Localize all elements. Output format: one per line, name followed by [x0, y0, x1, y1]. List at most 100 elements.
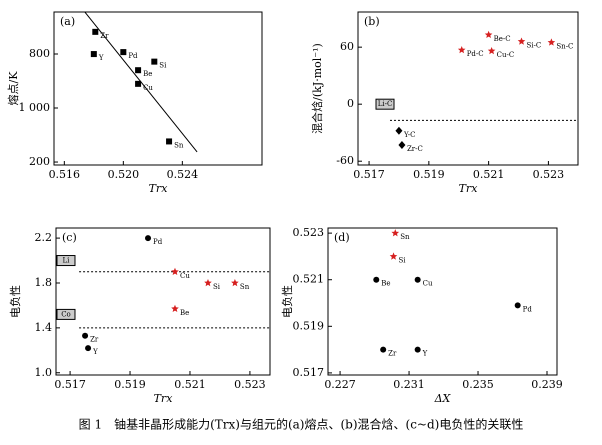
point-label: Zr-C — [407, 145, 423, 153]
panel-label: (b) — [364, 15, 380, 28]
y-tick-label: 0.521 — [293, 273, 325, 286]
point-label: Zr — [388, 350, 397, 358]
box-label: Li — [63, 257, 71, 265]
point-label: Y — [422, 350, 428, 358]
x-axis-label: Trx — [154, 392, 174, 405]
x-tick-label: 0.517 — [353, 168, 385, 181]
y-tick-label: 0.519 — [293, 319, 325, 332]
label-box — [375, 98, 395, 110]
point — [85, 345, 92, 352]
x-tick-label: 0.519 — [413, 168, 445, 181]
x-tick-label: 0.521 — [174, 378, 206, 391]
point-label: Sn-C — [556, 42, 573, 50]
y-tick-label: 1.4 — [35, 321, 53, 334]
point — [391, 229, 400, 237]
y-tick-label: 0 — [347, 97, 354, 110]
point-label: Sn — [400, 233, 410, 241]
plot-frame — [55, 227, 271, 376]
point-label: Pd — [153, 238, 163, 246]
point-label: Cu — [423, 280, 433, 288]
point — [204, 279, 212, 287]
point-label: Zr — [90, 336, 99, 344]
point — [151, 58, 158, 65]
panel-label: (a) — [60, 15, 75, 28]
box-label: Li-C — [378, 100, 393, 108]
point — [373, 276, 380, 283]
plot-frame — [357, 11, 579, 166]
x-tick-label: 0.517 — [54, 378, 86, 391]
point — [484, 30, 493, 38]
point — [92, 28, 99, 35]
point-label: Cu — [143, 84, 153, 92]
point-label: Be-C — [494, 35, 511, 43]
y-tick-label: 1.0 — [35, 366, 53, 379]
x-axis-label: ΔX — [434, 392, 452, 405]
point-label: Pd — [523, 305, 533, 313]
point — [171, 304, 179, 312]
point-label: Be — [381, 280, 390, 288]
point — [82, 332, 89, 339]
point — [457, 46, 466, 54]
point-label: Sn — [240, 283, 250, 291]
panel-label: (c) — [62, 231, 77, 244]
x-axis-label: Trx — [149, 182, 169, 195]
point — [395, 126, 403, 135]
y-axis-label: 电负性 — [280, 285, 294, 318]
point-label: Sn — [174, 141, 184, 149]
y-axis-label: 混合焓/(kJ·mol⁻¹) — [310, 43, 324, 134]
plot-frame — [327, 227, 558, 376]
point-label: Zr — [100, 32, 109, 40]
x-tick-label: 0.516 — [49, 168, 81, 181]
point-label: Cu-C — [497, 51, 515, 59]
x-tick-label: 0.235 — [462, 378, 494, 391]
point — [398, 141, 406, 150]
y-tick-label: 1.8 — [35, 276, 53, 289]
point — [414, 346, 421, 353]
point — [389, 252, 398, 260]
point-label: Y — [92, 348, 98, 356]
y-tick-label: 0.523 — [293, 226, 325, 239]
x-tick-label: 0.523 — [234, 378, 266, 391]
point — [517, 37, 526, 45]
x-tick-label: 0.521 — [473, 168, 505, 181]
plot-frame — [53, 11, 263, 166]
point — [171, 267, 179, 275]
x-tick-label: 0.520 — [108, 168, 140, 181]
x-tick-label: 0.523 — [533, 168, 565, 181]
point-label: Be — [180, 309, 189, 317]
caption: 图 1 铀基非晶形成能力(Trx)与组元的(a)熔点、(b)混合焓、(c~d)电… — [79, 417, 524, 432]
point — [135, 67, 142, 74]
y-tick-label: 60 — [340, 40, 354, 53]
point — [145, 235, 152, 242]
y-tick-label: 0.517 — [293, 366, 325, 379]
y-tick-label: 200 — [29, 155, 50, 168]
point-label: Pd — [128, 52, 138, 60]
point-label: Si — [399, 256, 407, 264]
point — [414, 276, 421, 283]
x-tick-label: 0.231 — [393, 378, 425, 391]
x-axis-label: Trx — [459, 182, 479, 195]
point — [514, 302, 521, 309]
point-label: Si-C — [527, 41, 542, 49]
label-box — [56, 308, 76, 320]
y-tick-label: -60 — [336, 154, 354, 167]
box-label: Co — [61, 310, 71, 318]
point — [135, 80, 142, 87]
y-tick-label: 800 — [29, 47, 50, 60]
point — [90, 51, 97, 58]
point — [487, 47, 496, 55]
point-label: Pd-C — [467, 50, 484, 58]
x-tick-label: 0.227 — [324, 378, 356, 391]
x-tick-label: 0.519 — [114, 378, 146, 391]
y-axis-label: 电负性 — [8, 285, 22, 318]
x-tick-label: 0.239 — [531, 378, 563, 391]
point — [547, 38, 556, 46]
point-label: Si — [159, 62, 167, 70]
y-tick-label: 2.2 — [35, 231, 53, 244]
point-label: Be — [143, 70, 152, 78]
y-axis-label: 熔点/K — [6, 71, 20, 106]
point — [231, 279, 239, 287]
point-label: Si — [213, 283, 221, 291]
point — [380, 346, 387, 353]
